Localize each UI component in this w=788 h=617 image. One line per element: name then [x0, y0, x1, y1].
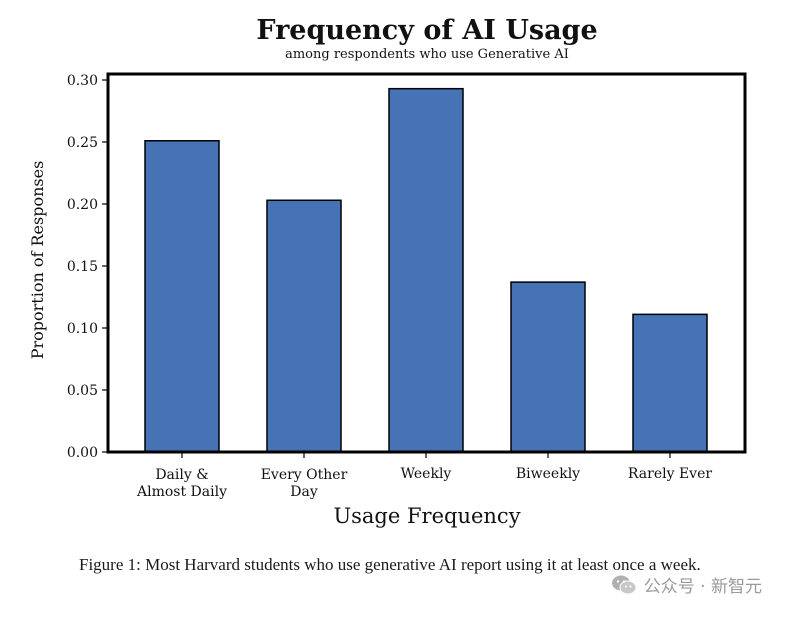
y-axis-ticks: 0.00 0.05 0.10 0.15 0.20 0.25 0.30	[67, 73, 108, 461]
bar	[388, 87, 464, 453]
x-tick-label: Rarely Ever	[628, 466, 712, 482]
y-tick-label: 0.20	[67, 197, 98, 213]
wechat-icon	[611, 575, 637, 594]
y-tick-label: 0.30	[67, 73, 98, 89]
x-axis-ticks: Daily & Almost Daily Every Other Day Weekly B…	[136, 452, 712, 500]
x-axis-label: Usage Frequency	[333, 504, 520, 528]
chart-subtitle: among respondents who use Generative AI	[285, 47, 569, 62]
watermark: 公众号 · 新智元	[611, 572, 762, 597]
bar	[144, 140, 220, 453]
y-tick-label: 0.05	[67, 383, 98, 399]
bars	[144, 87, 708, 453]
plot-frame	[106, 72, 747, 454]
chart-title: Frequency of AI Usage	[256, 15, 597, 46]
x-tick-label: Biweekly	[516, 466, 580, 482]
y-axis-label: Proportion of Responses	[28, 161, 47, 360]
bar	[632, 313, 708, 453]
y-tick-label: 0.10	[67, 321, 98, 337]
watermark-text: 公众号 · 新智元	[643, 577, 762, 597]
y-tick-label: 0.00	[67, 445, 98, 461]
x-tick-label: Weekly	[401, 466, 452, 482]
y-tick-label: 0.15	[67, 259, 98, 275]
x-tick-label: Every Other Day	[261, 467, 348, 500]
bar-chart: Frequency of AI Usage among respondents …	[28, 15, 747, 528]
bar	[510, 281, 586, 453]
figure-caption: Figure 1: Most Harvard students who use …	[79, 555, 701, 574]
bar	[266, 199, 342, 453]
x-tick-label: Daily & Almost Daily	[136, 467, 227, 500]
y-tick-label: 0.25	[67, 135, 98, 151]
